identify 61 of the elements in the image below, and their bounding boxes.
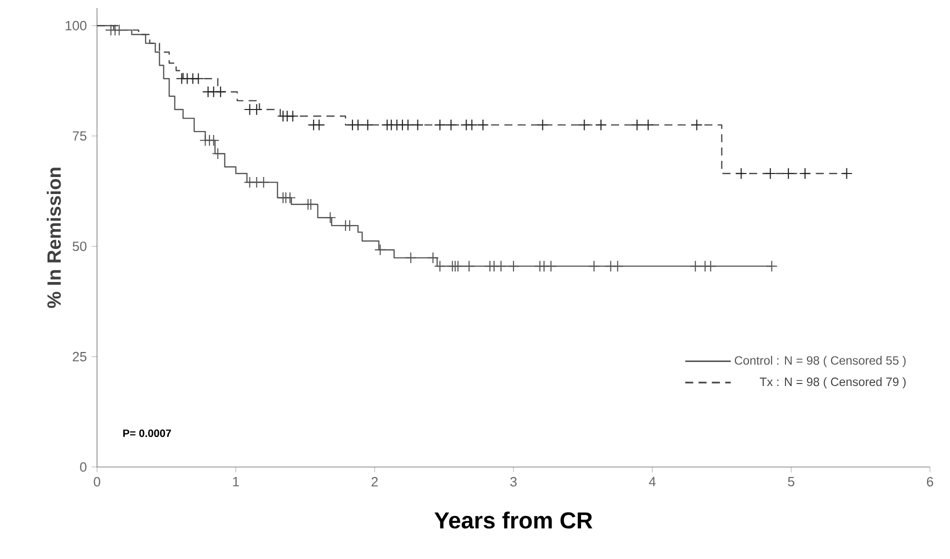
point [214,86,226,98]
point [344,220,356,232]
point [286,110,299,122]
point [402,119,414,131]
point [612,260,624,272]
point [324,212,336,224]
annotation: P= 0.0007 [123,429,171,438]
point [452,260,464,272]
point [192,72,204,84]
point [463,260,475,272]
point [466,119,478,131]
point [578,119,590,131]
point [374,244,386,256]
point [352,119,364,131]
x-tick-label: 6 [926,477,934,486]
y-tick-label: 75 [72,131,86,141]
point [362,119,374,131]
text: Tx : N = 98 ( Censored 79 ) [760,377,906,388]
point [313,119,326,131]
x-tick-label: 1 [233,477,239,486]
x-tick-label: 3 [510,477,517,486]
point [690,119,703,131]
point [595,119,607,131]
x-tick-label: 4 [648,477,656,486]
y-tick-label: 100 [66,20,86,30]
point [477,119,489,131]
point [434,260,446,272]
y-axis-title: % In Remission [46,168,61,308]
point [631,119,643,131]
y-tick-label: 0 [80,462,86,472]
point [495,260,507,272]
point [588,260,600,272]
point [208,134,220,146]
point [412,119,424,131]
point [799,168,811,180]
point [258,176,270,188]
point [304,198,317,210]
x-tick-label: 5 [788,477,794,486]
legend-label: Control : N = 98 ( Censored 55 ) [734,356,906,368]
y-tick-label: 50 [72,242,86,252]
y-tick-label: 25 [72,352,86,362]
point [536,119,549,131]
point [766,260,778,272]
point [545,260,557,272]
point [404,252,417,264]
point [434,119,446,131]
point [840,168,853,180]
point [445,119,457,131]
point [704,260,717,272]
x-tick-label: 0 [94,477,100,486]
point [690,260,702,272]
point [735,168,748,180]
x-axis-title: Years from CR [434,512,592,529]
point [764,168,776,180]
point [782,168,794,180]
x-tick-label: 2 [372,477,378,486]
point [642,119,654,131]
point [508,260,520,272]
point [212,148,224,160]
point [427,252,439,264]
point [113,24,126,36]
